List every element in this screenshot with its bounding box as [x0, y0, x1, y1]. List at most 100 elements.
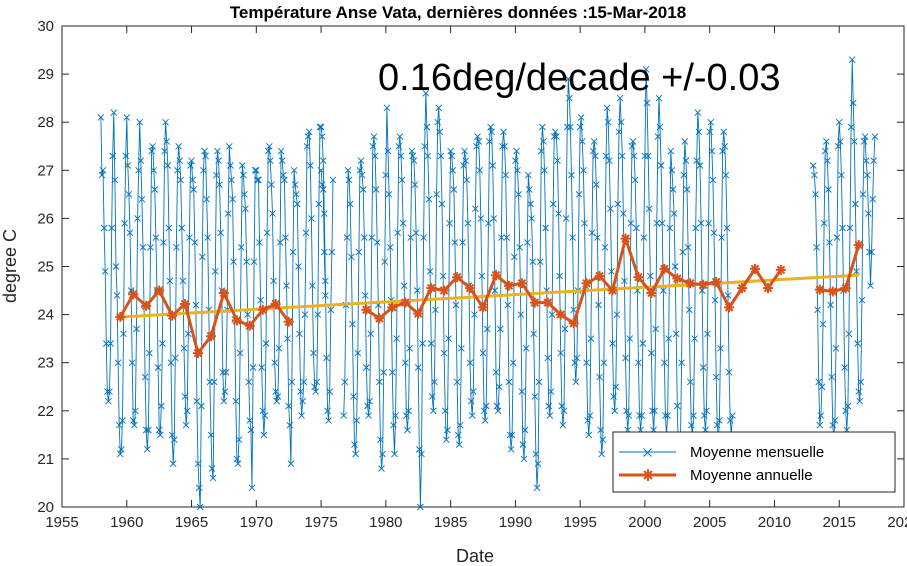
monthly-point	[110, 109, 118, 116]
monthly-point	[836, 138, 844, 145]
monthly-point	[316, 123, 324, 131]
monthly-point	[842, 407, 850, 415]
monthly-point	[418, 450, 425, 458]
monthly-point	[308, 215, 315, 222]
monthly-point	[230, 258, 237, 266]
monthly-point	[566, 94, 573, 102]
monthly-point	[113, 292, 121, 299]
monthly-point	[266, 157, 274, 165]
monthly-point	[523, 239, 531, 246]
monthly-point	[278, 157, 286, 165]
monthly-point	[420, 234, 427, 241]
monthly-point	[721, 142, 729, 150]
monthly-point	[262, 340, 270, 347]
monthly-point	[448, 152, 456, 160]
monthly-point	[616, 94, 624, 102]
monthly-point	[648, 349, 655, 357]
monthly-point	[357, 157, 365, 165]
monthly-point	[625, 412, 633, 419]
x-axis-label: Date	[456, 546, 494, 566]
monthly-point	[407, 234, 415, 241]
monthly-point	[494, 407, 502, 415]
monthly-point	[208, 465, 216, 472]
monthly-point	[289, 248, 297, 256]
monthly-point	[432, 306, 439, 314]
monthly-point	[217, 229, 225, 237]
monthly-point	[244, 311, 252, 318]
monthly-point	[452, 301, 460, 309]
monthly-point	[356, 166, 364, 174]
annual-point	[270, 299, 281, 309]
monthly-point	[275, 344, 283, 352]
monthly-point	[124, 162, 132, 169]
monthly-point	[196, 503, 204, 511]
monthly-point	[114, 359, 122, 367]
monthly-point	[664, 412, 671, 419]
monthly-point	[120, 330, 127, 338]
monthly-point	[827, 301, 834, 309]
monthly-point	[711, 296, 719, 304]
monthly-point	[847, 123, 855, 131]
monthly-point	[544, 354, 552, 362]
monthly-point	[567, 123, 574, 131]
y-tick-label: 30	[37, 18, 54, 35]
monthly-point	[351, 441, 358, 448]
annual-point	[400, 297, 411, 308]
monthly-point	[125, 190, 133, 198]
monthly-point	[707, 118, 715, 126]
monthly-point	[215, 157, 222, 165]
monthly-point	[597, 426, 605, 434]
monthly-point	[545, 402, 553, 410]
monthly-point	[173, 243, 180, 251]
annual-point	[413, 308, 424, 319]
monthly-point	[210, 378, 218, 386]
monthly-point	[237, 243, 245, 251]
monthly-point	[710, 229, 718, 237]
monthly-point	[871, 133, 879, 140]
monthly-point	[591, 152, 599, 160]
monthly-point	[699, 364, 707, 371]
monthly-point	[680, 171, 688, 179]
monthly-point	[687, 421, 695, 429]
monthly-point	[515, 190, 522, 198]
annual-series-line	[819, 244, 861, 293]
x-tick-label: 1960	[110, 514, 143, 531]
monthly-point	[207, 431, 215, 439]
monthly-point	[134, 215, 141, 222]
monthly-point	[622, 354, 629, 362]
monthly-point	[384, 147, 392, 155]
monthly-point	[834, 142, 842, 150]
monthly-point	[654, 133, 662, 140]
monthly-point	[302, 229, 310, 237]
monthly-point	[572, 378, 580, 386]
monthly-point	[410, 157, 418, 165]
monthly-point	[213, 171, 220, 179]
monthly-point	[154, 364, 162, 371]
monthly-point	[282, 234, 289, 241]
y-tick-label: 25	[37, 259, 54, 276]
monthly-point	[261, 412, 269, 419]
monthly-point	[527, 200, 534, 208]
monthly-point	[426, 267, 434, 275]
monthly-point	[812, 190, 819, 198]
monthly-point	[434, 118, 442, 126]
monthly-point	[845, 330, 853, 338]
monthly-point	[203, 195, 211, 203]
monthly-point	[260, 431, 268, 439]
monthly-point	[235, 436, 243, 444]
monthly-point	[580, 166, 587, 174]
monthly-point	[528, 215, 535, 222]
monthly-point	[469, 388, 477, 395]
monthly-point	[366, 397, 374, 405]
monthly-point	[178, 224, 186, 232]
monthly-point	[190, 186, 198, 193]
annual-point	[167, 310, 178, 321]
monthly-point	[411, 181, 419, 189]
monthly-point	[725, 368, 733, 376]
annual-point	[685, 278, 696, 289]
monthly-point	[516, 243, 524, 251]
monthly-point	[858, 296, 866, 304]
monthly-point	[720, 128, 728, 136]
y-tick-label: 20	[37, 499, 54, 516]
